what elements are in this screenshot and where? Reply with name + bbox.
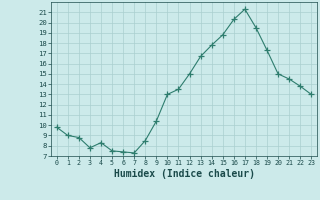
X-axis label: Humidex (Indice chaleur): Humidex (Indice chaleur) xyxy=(114,169,254,179)
